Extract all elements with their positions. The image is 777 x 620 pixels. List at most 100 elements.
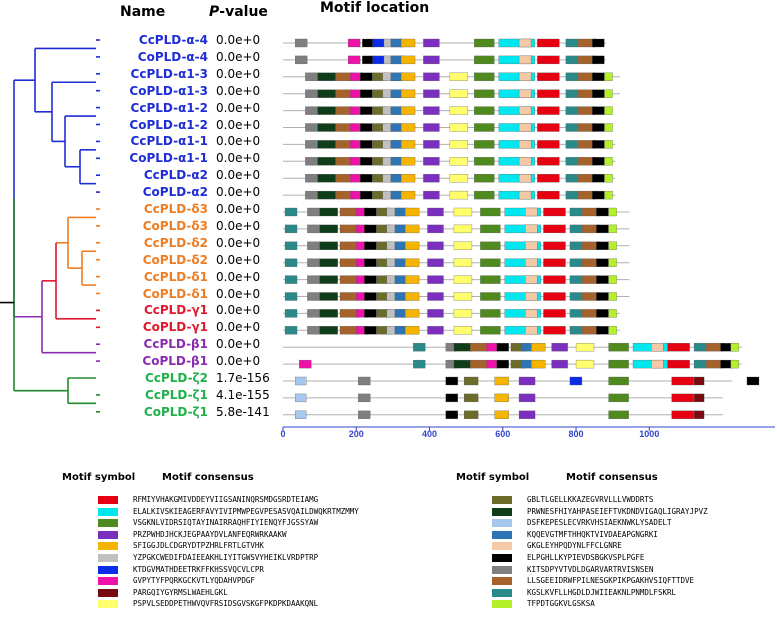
motif-block	[453, 343, 473, 352]
motif-block	[423, 157, 440, 166]
motif-block	[608, 292, 617, 301]
motif-block	[525, 258, 538, 267]
motif-block	[608, 207, 617, 217]
motif-block	[604, 89, 613, 98]
motif-block	[364, 326, 377, 335]
motif-block	[569, 309, 583, 318]
motif-block	[360, 106, 373, 115]
legend-right-symbol-header: Motif symbol	[456, 472, 530, 483]
p-value: 0.0e+0	[216, 252, 261, 267]
p-value: 0.0e+0	[216, 185, 261, 200]
p-value: 0.0e+0	[216, 269, 261, 284]
p-value: 5.8e-141	[216, 404, 270, 419]
motif-block	[295, 55, 308, 65]
motif-consensus-sequence: LLSGEEIDRWFPILNESGKPIKPGAKHVSIQFTTDVE	[527, 576, 695, 586]
motif-block	[480, 207, 501, 217]
motif-block	[596, 241, 609, 250]
motif-block	[319, 241, 338, 250]
motif-block	[608, 309, 617, 318]
gene-name: CcPLD-α1-1	[130, 134, 208, 149]
motif-block	[531, 343, 546, 352]
motif-block	[537, 140, 560, 149]
motif-block	[498, 72, 535, 81]
motif-consensus-sequence: GKGLEYHPQDYNLFFCLGNRE	[527, 541, 622, 551]
gene-name: CcPLD-α2	[143, 168, 208, 183]
motif-block	[449, 140, 469, 149]
motif-block	[518, 190, 532, 200]
gene-name: CoPLD-α1-3	[129, 83, 208, 98]
motif-block	[360, 72, 373, 81]
motif-block	[543, 326, 566, 335]
p-value: 0.0e+0	[216, 117, 261, 132]
motif-block	[423, 38, 440, 48]
gene-name: CcPLD-α1-3	[130, 66, 208, 81]
motif-block	[284, 275, 298, 284]
motif-block	[284, 326, 298, 335]
motif-consensus-sequence: PRZPWHDJHCKJEGPAAYDVLANFEQRWRKAAKW	[133, 529, 287, 539]
gene-name: CoPLD-δ2	[142, 252, 208, 267]
motif-block	[449, 157, 469, 166]
motif-block	[525, 224, 538, 234]
motif-block	[518, 72, 532, 81]
motif-color-swatch	[98, 519, 118, 528]
gene-name: CcPLD-α1-2	[130, 100, 208, 115]
motif-color-swatch	[98, 496, 118, 504]
motif-block	[400, 72, 416, 81]
motif-block	[305, 72, 318, 81]
motif-block	[525, 292, 538, 301]
motif-consensus-sequence: PARGQIYGYRMSLWAEHLGKL	[133, 587, 228, 597]
motif-block	[592, 123, 605, 132]
motif-block	[474, 38, 495, 48]
motif-color-swatch	[98, 600, 118, 609]
motif-block	[404, 275, 420, 284]
motif-block	[305, 123, 318, 132]
gene-name: CoPLD-δ3	[142, 218, 208, 233]
motif-block	[453, 258, 473, 267]
motif-block	[518, 89, 532, 98]
motif-block	[569, 292, 583, 301]
motif-consensus-sequence: KITSDPYVTVDLDGARVARTRVISNSEN	[527, 564, 654, 574]
motif-block	[449, 72, 469, 81]
motif-block	[596, 258, 609, 267]
motif-block	[518, 410, 536, 419]
motif-block	[474, 106, 495, 115]
motif-block	[671, 376, 694, 386]
motif-block	[525, 241, 538, 250]
gene-name: CoPLD-γ1	[142, 320, 208, 335]
motif-block	[360, 140, 373, 149]
motif-block	[400, 140, 416, 149]
motif-block	[608, 343, 629, 352]
motif-block	[592, 157, 605, 166]
motif-block	[364, 292, 377, 301]
p-value: 0.0e+0	[216, 218, 261, 233]
gene-name: CoPLD-α1-2	[129, 117, 208, 132]
motif-block	[339, 292, 359, 301]
p-value: 0.0e+0	[216, 83, 261, 98]
motif-block	[498, 38, 535, 48]
motif-block	[531, 359, 546, 369]
motif-block	[498, 190, 535, 200]
motif-block	[319, 326, 338, 335]
motif-block	[604, 106, 613, 115]
motif-block	[449, 89, 469, 98]
motif-block	[423, 123, 440, 132]
motif-block	[667, 359, 690, 369]
motif-block	[480, 292, 501, 301]
motif-block	[319, 275, 338, 284]
motif-consensus-sequence: KTDGVMATHDEETRKFFKHSSVQCVLCPR	[133, 564, 264, 574]
motif-block	[305, 106, 318, 115]
motif-block	[453, 275, 473, 284]
motif-block	[504, 207, 541, 217]
motif-block	[400, 157, 416, 166]
motif-block	[404, 207, 420, 217]
motif-block	[284, 258, 298, 267]
axis-tick-label: 0	[280, 429, 286, 439]
motif-block	[537, 89, 560, 98]
motif-block	[305, 157, 318, 166]
motif-block	[480, 258, 501, 267]
motif-consensus-sequence: ELALKIVSKIEAGERFAVYIVIPMWPEGVPESASVQAILD…	[133, 506, 359, 516]
motif-block	[427, 309, 444, 318]
motif-block	[518, 55, 532, 65]
motif-color-swatch	[492, 542, 512, 551]
motif-block	[537, 190, 560, 200]
